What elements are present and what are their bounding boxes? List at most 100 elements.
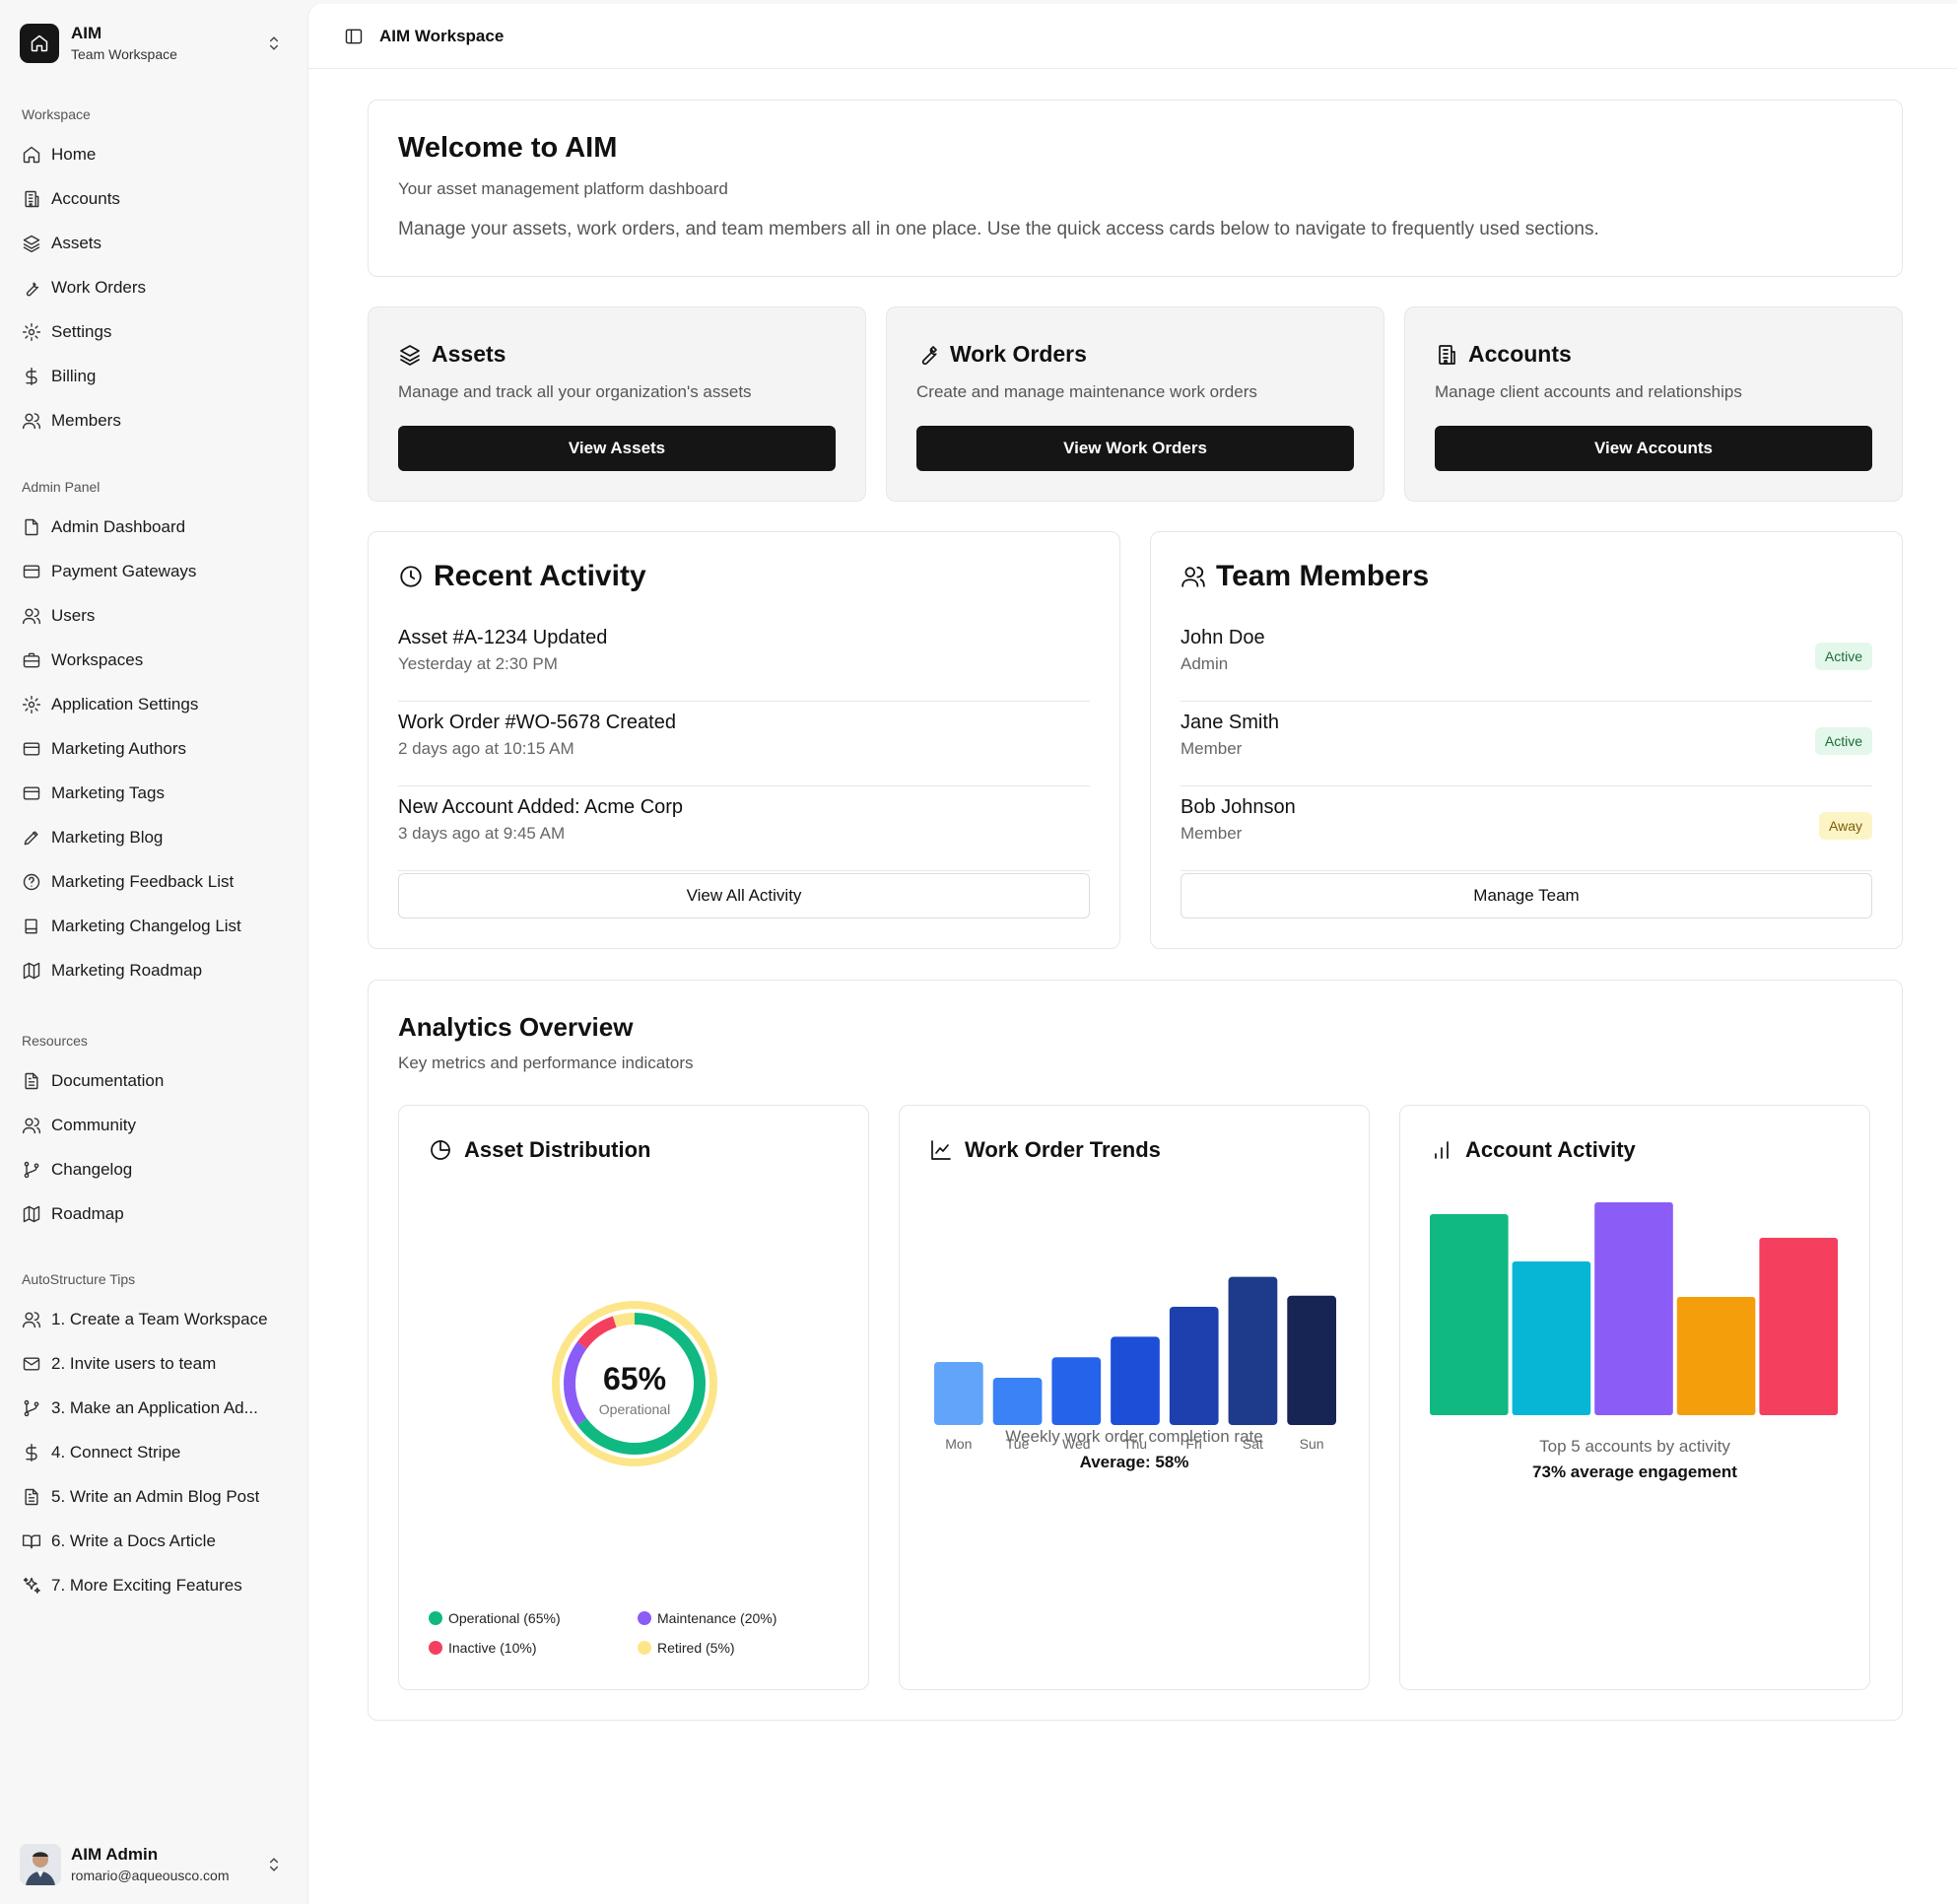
bar-sun	[1287, 1295, 1336, 1425]
user-menu[interactable]: AIM Admin romario@aqueousco.com	[20, 1843, 284, 1886]
member-role: Member	[1181, 824, 1243, 843]
sidebar-item-label: Home	[51, 144, 97, 164]
sidebar-item-3-make-an-application-ad[interactable]: 3. Make an Application Ad...	[0, 1386, 305, 1430]
tick-label-fri: Fri	[1186, 1436, 1202, 1452]
sidebar-item-label: 1. Create a Team Workspace	[51, 1309, 268, 1328]
sidebar-item-label: Marketing Tags	[51, 782, 165, 802]
credit-card-icon	[22, 562, 41, 581]
view-assets-button[interactable]: View Assets	[398, 426, 836, 471]
bar-mon	[934, 1362, 983, 1425]
recent-activity-title: Recent Activity	[434, 560, 646, 592]
view-work-orders-button[interactable]: View Work Orders	[916, 426, 1354, 471]
workspace-switcher[interactable]: AIM Team Workspace	[20, 22, 284, 65]
legend-item-maintenance: Maintenance (20%)	[638, 1610, 776, 1626]
sidebar-item-documentation[interactable]: Documentation	[0, 1058, 305, 1103]
line-chart-icon	[929, 1138, 953, 1162]
list-item[interactable]: New Account Added: Acme Corp 3 days ago …	[398, 786, 1090, 871]
bar-wed	[1051, 1357, 1102, 1425]
briefcase-icon	[22, 650, 41, 670]
sidebar-item-work-orders[interactable]: Work Orders	[0, 265, 305, 309]
status-badge: Active	[1814, 643, 1872, 670]
sidebar-item-billing[interactable]: Billing	[0, 354, 305, 398]
users-icon	[22, 606, 41, 626]
sidebar-toggle-icon[interactable]	[344, 27, 364, 46]
sidebar-item-assets[interactable]: Assets	[0, 221, 305, 265]
sidebar-item-5-write-an-admin-blog-post[interactable]: 5. Write an Admin Blog Post	[0, 1474, 305, 1519]
list-item[interactable]: John Doe Admin Active	[1181, 617, 1872, 702]
sidebar-item-marketing-roadmap[interactable]: Marketing Roadmap	[0, 948, 305, 992]
work-orders-quick-card: Work Orders Create and manage maintenanc…	[886, 306, 1384, 502]
analytics-title: Analytics Overview	[398, 1012, 634, 1042]
tick-label-mon: Mon	[945, 1436, 972, 1452]
sidebar-item-payment-gateways[interactable]: Payment Gateways	[0, 549, 305, 593]
sidebar-group-admin-panel: Admin Panel Admin Dashboard Payment Gatewa…	[0, 477, 305, 992]
welcome-subtitle: Your asset management platform dashboard	[398, 179, 728, 198]
sidebar-item-2-invite-users-to-team[interactable]: 2. Invite users to team	[0, 1341, 305, 1386]
sidebar-item-label: Documentation	[51, 1070, 165, 1090]
help-circle-icon	[22, 872, 41, 892]
avatar	[20, 1844, 61, 1885]
sidebar-item-1-create-a-team-workspace[interactable]: 1. Create a Team Workspace	[0, 1297, 305, 1341]
sidebar-item-marketing-blog[interactable]: Marketing Blog	[0, 815, 305, 859]
member-name: John Doe	[1181, 627, 1265, 648]
team-members-card: Team Members John Doe Admin Active Jane …	[1150, 531, 1903, 949]
work-order-bar-chart: Mon Tue Wed Thu Fri Sat Sun	[934, 1276, 1336, 1452]
welcome-description: Manage your assets, work orders, and tea…	[398, 219, 1599, 239]
list-item[interactable]: Bob Johnson Member Away	[1181, 786, 1872, 871]
work-orders-card-title: Work Orders	[950, 341, 1087, 367]
sidebar-item-changelog[interactable]: Changelog	[0, 1147, 305, 1191]
credit-card-icon	[22, 739, 41, 759]
bar-thu	[1111, 1336, 1160, 1425]
list-item[interactable]: Jane Smith Member Active	[1181, 702, 1872, 786]
asset-distribution-card: Asset Distribution 65% Operational Opera…	[398, 1105, 869, 1690]
file-text-icon	[22, 1071, 41, 1091]
manage-team-button[interactable]: Manage Team	[1181, 873, 1872, 918]
tick-label-wed: Wed	[1062, 1436, 1091, 1452]
home-icon	[22, 145, 41, 165]
legend-label: Inactive (10%)	[448, 1640, 537, 1656]
sidebar-item-roadmap[interactable]: Roadmap	[0, 1191, 305, 1236]
file-text-icon	[22, 1487, 41, 1507]
legend-item-retired: Retired (5%)	[638, 1640, 735, 1656]
list-item[interactable]: Work Order #WO-5678 Created 2 days ago a…	[398, 702, 1090, 786]
donut-outer-ring	[552, 1301, 717, 1466]
view-all-activity-button[interactable]: View All Activity	[398, 873, 1090, 918]
users-icon	[1181, 564, 1206, 589]
sidebar-item-label: Accounts	[51, 188, 120, 208]
sidebar-item-admin-dashboard[interactable]: Admin Dashboard	[0, 505, 305, 549]
accounts-card-description: Manage client accounts and relationships	[1435, 382, 1742, 401]
sidebar-item-settings[interactable]: Settings	[0, 309, 305, 354]
sidebar-item-4-connect-stripe[interactable]: 4. Connect Stripe	[0, 1430, 305, 1474]
legend-label: Operational (65%)	[448, 1610, 561, 1626]
account-bar-3	[1594, 1202, 1673, 1415]
sidebar-item-marketing-tags[interactable]: Marketing Tags	[0, 771, 305, 815]
sidebar-item-community[interactable]: Community	[0, 1103, 305, 1147]
welcome-card: Welcome to AIM Your asset management pla…	[368, 100, 1903, 277]
sidebar-item-6-write-a-docs-article[interactable]: 6. Write a Docs Article	[0, 1519, 305, 1563]
sidebar-item-7-more-exciting-features[interactable]: 7. More Exciting Features	[0, 1563, 305, 1607]
sidebar-item-home[interactable]: Home	[0, 132, 305, 176]
wrench-icon	[22, 278, 41, 298]
sidebar-item-application-settings[interactable]: Application Settings	[0, 682, 305, 726]
map-icon	[22, 961, 41, 981]
work-order-caption: Weekly work order completion rate	[1005, 1427, 1263, 1446]
pie-chart-icon	[429, 1138, 452, 1162]
layers-icon	[22, 234, 41, 253]
view-accounts-button[interactable]: View Accounts	[1435, 426, 1872, 471]
account-activity-caption: Top 5 accounts by activity	[1539, 1437, 1730, 1456]
sidebar-item-workspaces[interactable]: Workspaces	[0, 638, 305, 682]
sidebar-item-marketing-authors[interactable]: Marketing Authors	[0, 726, 305, 771]
sidebar-item-marketing-feedback-list[interactable]: Marketing Feedback List	[0, 859, 305, 904]
sidebar-item-members[interactable]: Members	[0, 398, 305, 442]
account-bar-4	[1676, 1297, 1756, 1415]
asset-distribution-title: Asset Distribution	[464, 1137, 651, 1162]
sidebar-item-users[interactable]: Users	[0, 593, 305, 638]
sidebar-item-accounts[interactable]: Accounts	[0, 176, 305, 221]
sidebar-item-marketing-changelog-list[interactable]: Marketing Changelog List	[0, 904, 305, 948]
chevrons-up-down-icon	[264, 34, 284, 53]
assets-card-title: Assets	[432, 341, 506, 367]
sidebar-item-label: Application Settings	[51, 694, 199, 714]
work-order-trends-title: Work Order Trends	[965, 1137, 1161, 1162]
list-item[interactable]: Asset #A-1234 Updated Yesterday at 2:30 …	[398, 617, 1090, 702]
pen-icon	[22, 828, 41, 848]
